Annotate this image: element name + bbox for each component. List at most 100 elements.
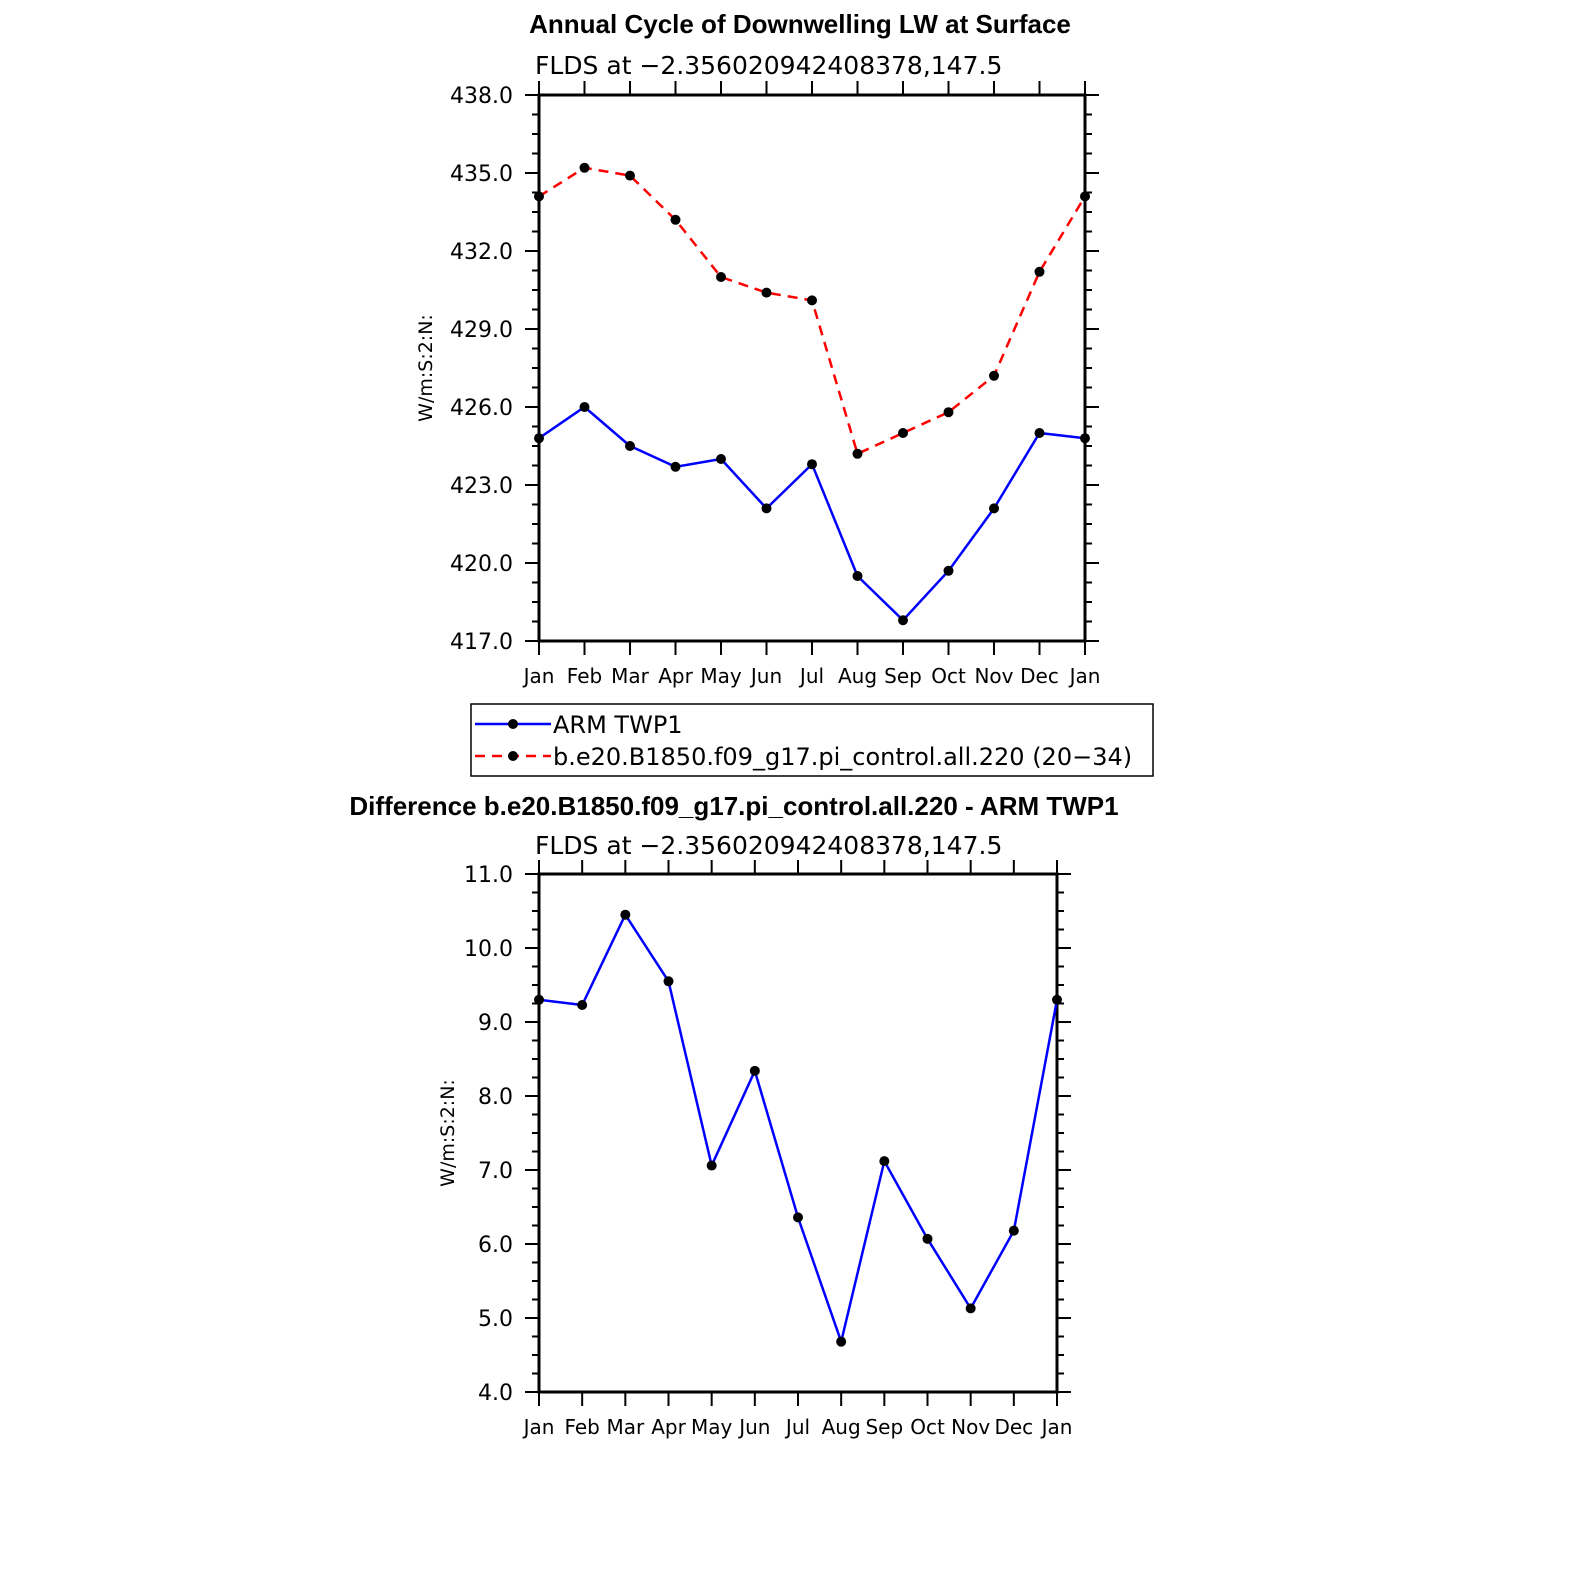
- x-tick-label: Jun: [737, 1415, 770, 1439]
- data-point: [922, 1233, 933, 1244]
- y-tick-label: 438.0: [450, 84, 513, 109]
- x-tick-label: Jan: [1040, 1415, 1073, 1439]
- data-point: [836, 1336, 847, 1347]
- data-point: [625, 441, 635, 451]
- x-tick-label: Apr: [651, 1415, 686, 1439]
- data-point: [989, 370, 999, 381]
- y-tick-label: 11.0: [464, 863, 513, 888]
- x-tick-label: Jan: [1068, 664, 1101, 688]
- y-axis-label: W/m:S:2:N:: [415, 314, 437, 422]
- y-tick-label: 420.0: [450, 552, 513, 577]
- data-point: [1034, 428, 1045, 438]
- data-point: [1080, 433, 1090, 444]
- legend-label: b.e20.B1850.f09_g17.pi_control.all.220 (…: [553, 743, 1132, 771]
- legend-label: ARM TWP1: [553, 711, 683, 739]
- data-point: [706, 1160, 717, 1171]
- y-tick-label: 432.0: [450, 240, 513, 265]
- chart-subtitle: FLDS at −2.356020942408378,147.5: [535, 831, 1002, 860]
- y-tick-label: 7.0: [478, 1159, 513, 1184]
- data-point: [807, 459, 817, 470]
- data-point: [577, 999, 588, 1010]
- data-point: [761, 287, 772, 298]
- y-axis-label: W/m:S:2:N:: [437, 1079, 459, 1187]
- y-tick-label: 4.0: [478, 1381, 513, 1406]
- y-tick-label: 10.0: [464, 937, 513, 962]
- data-point: [943, 407, 954, 418]
- series-line-1: [538, 166, 1087, 456]
- data-point: [620, 909, 631, 920]
- data-point: [852, 571, 863, 581]
- chart-0: Annual Cycle of Downwelling LW at Surfac…: [415, 9, 1100, 688]
- x-tick-label: May: [691, 1415, 733, 1439]
- x-tick-label: Jan: [522, 664, 555, 688]
- data-point: [898, 615, 908, 626]
- data-point: [625, 170, 635, 181]
- data-point: [1080, 191, 1090, 202]
- data-point: [879, 1156, 890, 1167]
- data-point: [716, 454, 726, 464]
- x-tick-label: Feb: [564, 1415, 599, 1439]
- data-point: [793, 1212, 803, 1223]
- legend: ARM TWP1 b.e20.B1850.f09_g17.pi_control.a…: [470, 703, 1154, 777]
- data-point: [579, 402, 590, 412]
- x-tick-label: Jan: [522, 1415, 555, 1439]
- data-point: [898, 428, 908, 438]
- y-tick-label: 8.0: [478, 1085, 513, 1110]
- chart-1: Difference b.e20.B1850.f09_g17.pi_contro…: [349, 791, 1118, 1439]
- chart-title: Difference b.e20.B1850.f09_g17.pi_contro…: [349, 791, 1118, 821]
- x-tick-label: Jul: [784, 1415, 810, 1439]
- x-tick-label: Nov: [951, 1415, 990, 1439]
- y-tick-label: 6.0: [478, 1233, 513, 1258]
- y-tick-label: 429.0: [450, 318, 513, 343]
- x-tick-label: Jul: [798, 664, 824, 688]
- chart-subtitle: FLDS at −2.356020942408378,147.5: [535, 51, 1002, 80]
- chart-title: Annual Cycle of Downwelling LW at Surfac…: [529, 9, 1071, 39]
- y-tick-label: 5.0: [478, 1307, 513, 1332]
- x-tick-label: Aug: [838, 664, 877, 688]
- data-point: [761, 503, 772, 514]
- x-tick-label: Sep: [865, 1415, 903, 1439]
- x-tick-label: Mar: [611, 664, 650, 688]
- x-tick-label: Oct: [931, 664, 966, 688]
- data-point: [670, 214, 681, 225]
- data-point: [534, 191, 544, 202]
- x-tick-label: Jun: [749, 664, 782, 688]
- legend-swatch-marker: [508, 719, 518, 729]
- x-tick-label: Dec: [994, 1415, 1033, 1439]
- series-line-0: [538, 912, 1059, 1347]
- data-point: [989, 503, 999, 514]
- y-tick-label: 435.0: [450, 162, 513, 187]
- data-point: [663, 976, 674, 987]
- data-point: [534, 994, 544, 1005]
- data-point: [579, 162, 590, 173]
- data-point: [1008, 1225, 1019, 1236]
- data-point: [716, 272, 726, 282]
- data-point: [965, 1303, 976, 1314]
- x-tick-label: Feb: [567, 664, 602, 688]
- series-line-0: [538, 405, 1086, 622]
- x-tick-label: Oct: [910, 1415, 945, 1439]
- data-point: [1052, 994, 1062, 1005]
- y-tick-label: 423.0: [450, 474, 513, 499]
- x-tick-label: Nov: [974, 664, 1013, 688]
- y-tick-label: 9.0: [478, 1011, 513, 1036]
- data-point: [534, 433, 544, 444]
- y-tick-label: 426.0: [450, 396, 513, 421]
- plot-frame: [537, 93, 1087, 643]
- x-tick-label: Aug: [822, 1415, 861, 1439]
- data-point: [852, 448, 863, 459]
- data-point: [749, 1065, 760, 1076]
- data-point: [670, 461, 681, 472]
- data-point: [943, 565, 954, 576]
- x-tick-label: Apr: [658, 664, 693, 688]
- x-tick-label: Mar: [606, 1415, 645, 1439]
- x-tick-label: Sep: [884, 664, 922, 688]
- legend-box: [470, 703, 1154, 777]
- x-tick-label: May: [700, 664, 742, 688]
- x-tick-label: Dec: [1020, 664, 1059, 688]
- y-tick-label: 417.0: [450, 630, 513, 655]
- data-point: [807, 295, 817, 306]
- data-point: [1034, 266, 1045, 277]
- plot-frame: [537, 872, 1059, 1394]
